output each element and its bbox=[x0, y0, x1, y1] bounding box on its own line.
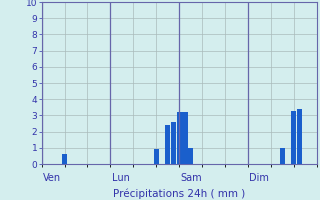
Text: Précipitations 24h ( mm ): Précipitations 24h ( mm ) bbox=[113, 188, 245, 199]
Bar bbox=[188, 148, 193, 164]
Text: Lun: Lun bbox=[112, 173, 130, 183]
Bar bbox=[297, 109, 302, 164]
Text: Sam: Sam bbox=[180, 173, 202, 183]
Bar bbox=[154, 149, 159, 164]
Text: Ven: Ven bbox=[43, 173, 61, 183]
Bar bbox=[291, 111, 296, 164]
Bar bbox=[182, 112, 188, 164]
Text: Dim: Dim bbox=[249, 173, 269, 183]
Bar bbox=[280, 148, 285, 164]
Bar bbox=[165, 125, 170, 164]
Bar bbox=[62, 154, 67, 164]
Bar bbox=[177, 112, 182, 164]
Bar bbox=[171, 122, 176, 164]
